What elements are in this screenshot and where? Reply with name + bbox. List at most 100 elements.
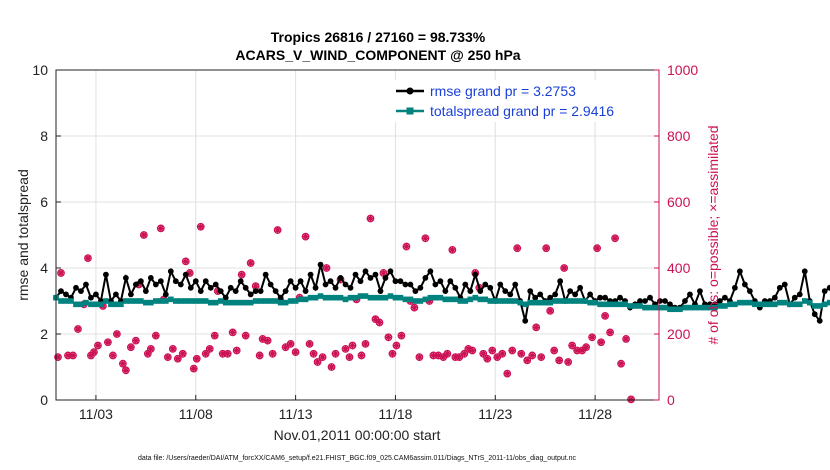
y-tick-label-left-0: 0 xyxy=(40,392,48,408)
obs-count-point-8 xyxy=(90,348,98,357)
rmse-point-1 xyxy=(58,288,64,294)
spread-point-7 xyxy=(88,301,94,308)
obs-count-point-97 xyxy=(479,349,488,358)
rmse-point-65 xyxy=(377,288,384,294)
spread-point-20 xyxy=(153,298,159,304)
obs-count-point-13 xyxy=(112,330,121,338)
obs-count-point-109 xyxy=(537,353,546,362)
obs-count-point-44 xyxy=(246,259,255,267)
obs-count-point-19 xyxy=(139,231,148,239)
spread-point-79 xyxy=(447,296,454,303)
spread-point-11 xyxy=(108,301,114,308)
rmse-point-152 xyxy=(811,311,818,318)
tick-layer: 11/03 11/08 11/13 11/18 11/23 11/28 0 2 4 6 8 10 0 20… xyxy=(32,62,698,422)
spread-point-84 xyxy=(472,294,479,301)
obs-count-point-59 xyxy=(313,358,322,366)
obs-count-point-28 xyxy=(178,349,187,358)
rmse-point-84 xyxy=(472,271,479,278)
rmse-point-105 xyxy=(577,284,584,291)
rmse-point-62 xyxy=(362,268,369,275)
rmse-point-70 xyxy=(402,281,409,288)
rmse-point-80 xyxy=(452,284,459,291)
x-tick-label-1: 11/08 xyxy=(179,406,213,422)
spread-point-98 xyxy=(542,299,548,306)
rmse-point-63 xyxy=(367,275,374,281)
spread-point-102 xyxy=(562,298,568,304)
spread-point-127 xyxy=(687,304,693,311)
spread-point-125 xyxy=(677,306,683,313)
obs-count-point-26 xyxy=(168,344,177,353)
obs-count-point-71 xyxy=(366,214,375,223)
data-file-footnote: data file: /Users/raeder/DAI/ATM_forcXX/… xyxy=(138,455,577,462)
obs-count-point-62 xyxy=(327,363,336,371)
spread-point-8 xyxy=(93,301,99,308)
rmse-point-35 xyxy=(227,284,234,291)
spread-point-78 xyxy=(442,296,449,303)
obs-count-point-12 xyxy=(109,351,117,360)
obs-count-point-77 xyxy=(392,341,401,350)
obs-count-point-119 xyxy=(582,343,591,352)
rmse-point-82 xyxy=(462,281,469,288)
spread-point-26 xyxy=(182,298,189,304)
spread-point-116 xyxy=(632,303,638,309)
rmse-point-149 xyxy=(796,291,803,298)
spread-point-29 xyxy=(197,298,204,304)
obs-count-point-4 xyxy=(74,325,82,333)
spread-point-12 xyxy=(113,301,119,308)
spread-point-152 xyxy=(811,303,818,309)
spread-point-144 xyxy=(772,301,778,308)
rmse-point-33 xyxy=(217,288,224,294)
obs-count-point-29 xyxy=(181,257,190,266)
rmse-point-107 xyxy=(587,291,594,298)
rmse-point-154 xyxy=(821,288,828,294)
obs-count-point-76 xyxy=(388,349,397,358)
obs-count-point-102 xyxy=(503,369,512,378)
spread-point-36 xyxy=(232,299,239,306)
obs-count-point-25 xyxy=(163,353,172,362)
spread-point-105 xyxy=(577,298,583,304)
spread-point-66 xyxy=(382,294,389,301)
spread-point-91 xyxy=(507,298,514,304)
spread-point-115 xyxy=(627,303,633,309)
obs-count-point-83 xyxy=(421,234,430,243)
rmse-point-55 xyxy=(327,278,334,285)
rmse-point-76 xyxy=(432,281,439,288)
spread-point-63 xyxy=(367,294,374,301)
plot-area xyxy=(56,70,659,400)
y-tick-label-left-4: 8 xyxy=(40,128,48,144)
spread-point-96 xyxy=(532,299,539,306)
obs-count-point-122 xyxy=(597,338,605,347)
spread-point-117 xyxy=(637,303,643,309)
rmse-point-144 xyxy=(771,294,778,301)
rmse-point-113 xyxy=(617,294,623,301)
spread-point-49 xyxy=(297,296,304,303)
obs-count-point-88 xyxy=(443,349,452,358)
spread-point-150 xyxy=(801,298,808,304)
spread-point-45 xyxy=(277,299,284,306)
rmse-point-4 xyxy=(73,284,79,291)
obs-count-point-105 xyxy=(517,349,526,358)
rmse-point-123 xyxy=(667,301,673,308)
spread-point-54 xyxy=(322,294,329,301)
spread-point-95 xyxy=(527,299,534,306)
obs-count-point-61 xyxy=(322,264,331,272)
obs-count-point-81 xyxy=(410,303,419,312)
rmse-point-92 xyxy=(512,281,519,288)
spread-point-2 xyxy=(63,298,69,304)
rmse-point-28 xyxy=(192,278,199,285)
rmse-point-89 xyxy=(497,281,504,288)
rmse-point-42 xyxy=(262,271,269,278)
obs-count-point-110 xyxy=(542,244,551,253)
obs-count-point-108 xyxy=(532,323,541,332)
rmse-point-43 xyxy=(267,281,274,288)
spread-point-10 xyxy=(103,298,109,304)
legend-spread-marker xyxy=(406,107,414,115)
rmse-point-39 xyxy=(247,291,254,298)
spread-point-31 xyxy=(207,299,214,306)
obs-count-point-82 xyxy=(415,353,424,362)
obs-count-point-41 xyxy=(232,346,241,355)
rmse-point-127 xyxy=(687,291,693,298)
rmse-point-58 xyxy=(342,281,349,288)
rmse-point-52 xyxy=(312,284,319,291)
legend-rmse-label: rmse grand pr = 3.2753 xyxy=(430,83,576,99)
